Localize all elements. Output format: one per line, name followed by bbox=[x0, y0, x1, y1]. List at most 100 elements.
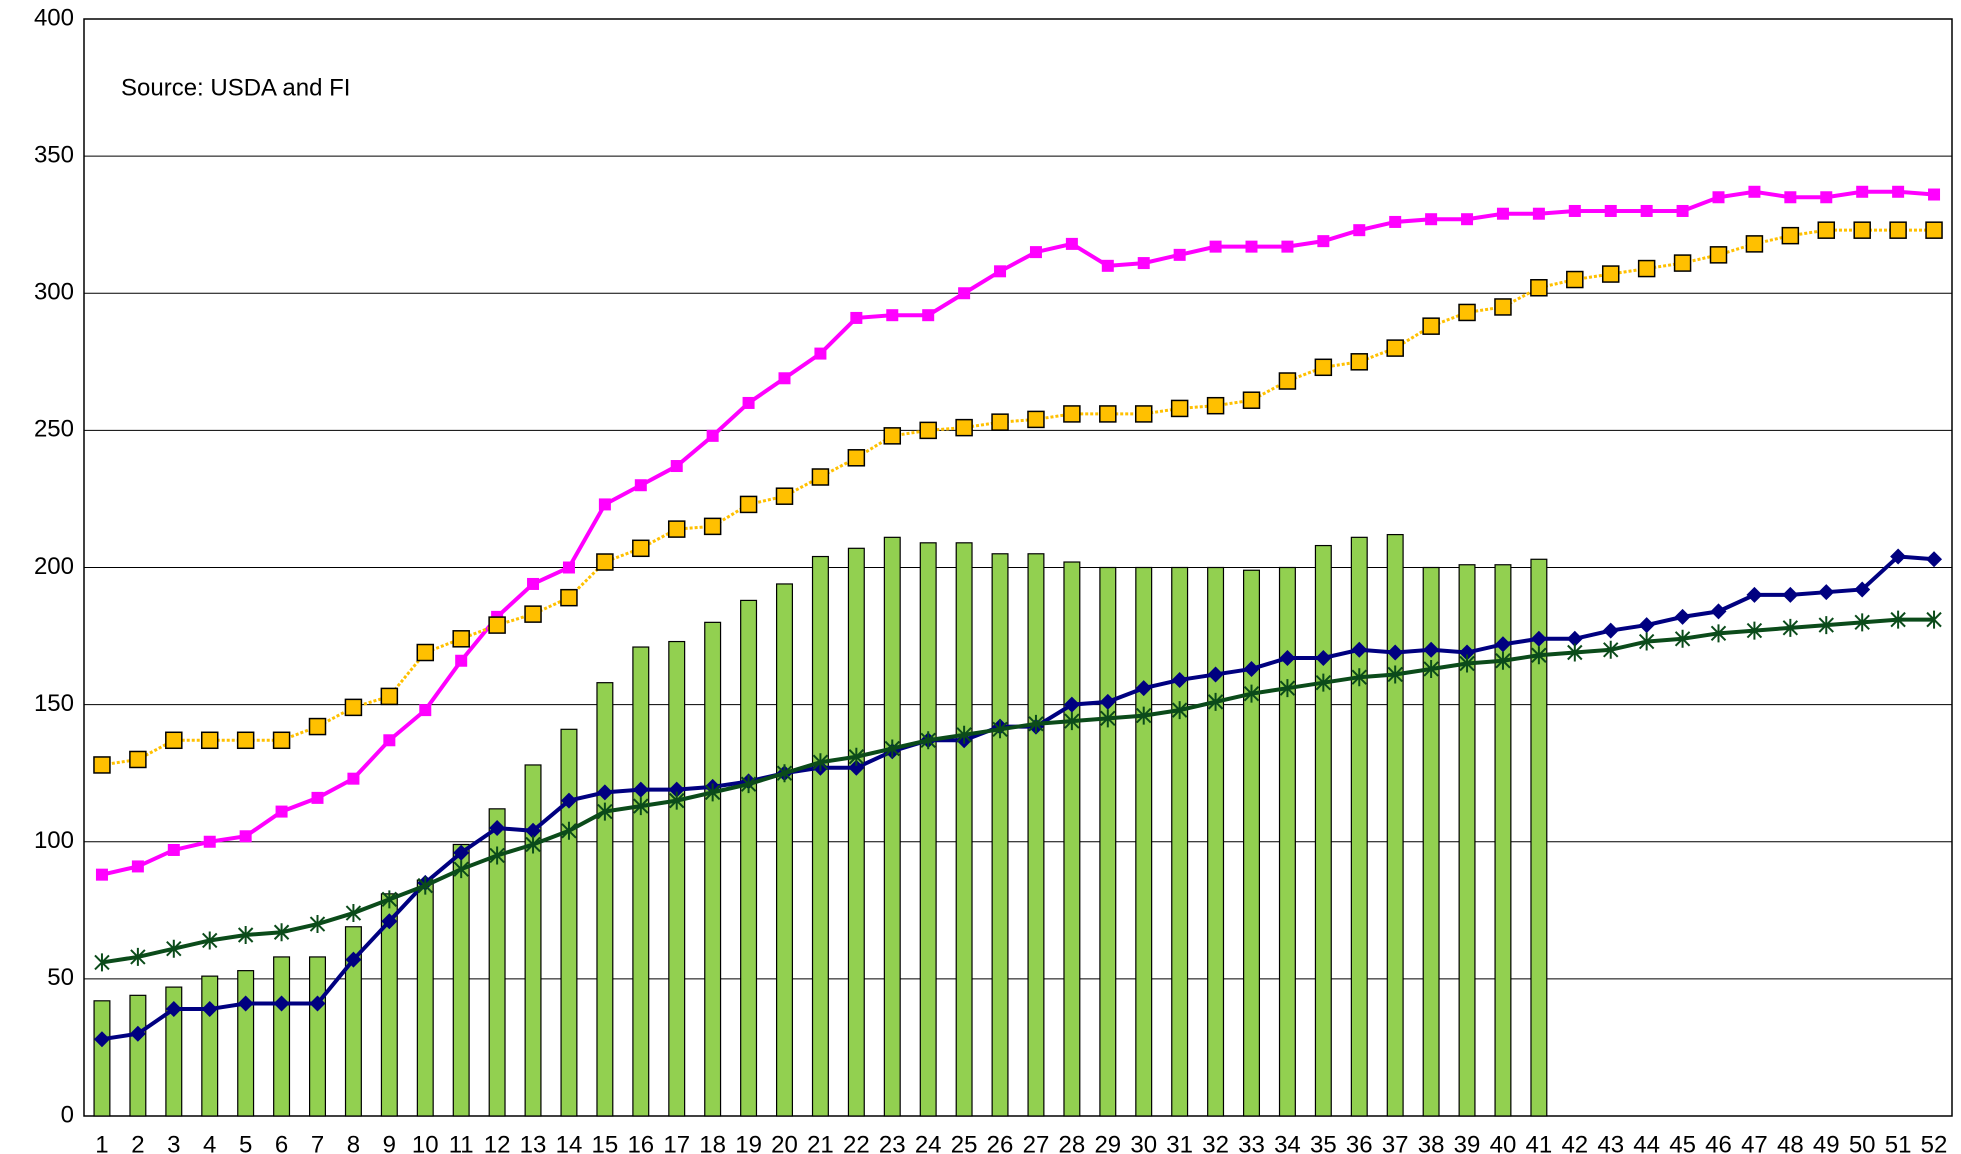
marker bbox=[1532, 207, 1545, 220]
marker bbox=[776, 764, 793, 783]
y-tick-label: 300 bbox=[34, 279, 74, 306]
marker bbox=[309, 995, 326, 1012]
bar bbox=[524, 764, 542, 1117]
x-tick-label: 36 bbox=[1346, 1131, 1373, 1154]
bar bbox=[632, 646, 650, 1117]
marker bbox=[883, 427, 902, 445]
marker bbox=[1317, 235, 1330, 248]
marker bbox=[632, 539, 650, 558]
marker bbox=[1353, 224, 1366, 237]
marker bbox=[992, 720, 1008, 739]
marker bbox=[1817, 221, 1836, 239]
marker bbox=[1314, 358, 1333, 377]
marker bbox=[1461, 213, 1474, 226]
marker bbox=[1064, 712, 1080, 731]
marker bbox=[273, 923, 290, 942]
marker bbox=[561, 821, 577, 840]
bar bbox=[1494, 564, 1512, 1117]
x-tick-label: 40 bbox=[1490, 1131, 1517, 1154]
x-tick-label: 14 bbox=[556, 1131, 583, 1154]
x-tick-label: 45 bbox=[1669, 1131, 1696, 1154]
marker bbox=[1028, 714, 1044, 733]
marker bbox=[739, 495, 758, 514]
marker bbox=[167, 843, 180, 856]
x-tick-label: 35 bbox=[1310, 1131, 1337, 1154]
marker bbox=[239, 830, 252, 843]
marker bbox=[742, 396, 755, 409]
x-tick-label: 49 bbox=[1813, 1131, 1840, 1154]
x-tick-label: 50 bbox=[1849, 1131, 1876, 1154]
marker bbox=[596, 553, 614, 571]
marker bbox=[1602, 622, 1619, 639]
marker bbox=[381, 890, 398, 909]
x-tick-label: 27 bbox=[1023, 1131, 1050, 1154]
bar bbox=[1422, 566, 1440, 1117]
marker bbox=[991, 413, 1009, 431]
marker bbox=[416, 643, 435, 662]
marker bbox=[1673, 254, 1692, 272]
marker bbox=[1279, 679, 1296, 698]
marker bbox=[1173, 248, 1186, 261]
marker bbox=[1818, 584, 1835, 601]
x-tick-label: 31 bbox=[1166, 1131, 1193, 1154]
marker bbox=[1350, 353, 1369, 371]
marker bbox=[489, 846, 505, 865]
x-tick-label: 24 bbox=[915, 1131, 942, 1154]
x-tick-label: 26 bbox=[987, 1131, 1014, 1154]
marker bbox=[1207, 666, 1224, 683]
marker bbox=[166, 939, 182, 958]
marker bbox=[1281, 240, 1294, 253]
marker bbox=[1782, 586, 1799, 603]
x-tick-label: 39 bbox=[1454, 1131, 1481, 1154]
marker bbox=[1712, 191, 1725, 204]
x-tick-label: 13 bbox=[520, 1131, 547, 1154]
marker bbox=[1389, 215, 1402, 228]
bar bbox=[919, 542, 937, 1117]
marker bbox=[165, 731, 183, 750]
marker bbox=[919, 421, 937, 440]
marker bbox=[1926, 551, 1943, 568]
marker bbox=[886, 309, 899, 322]
marker bbox=[740, 775, 757, 794]
bar bbox=[1063, 561, 1081, 1117]
marker bbox=[703, 517, 722, 536]
marker bbox=[1243, 684, 1260, 703]
marker bbox=[452, 630, 470, 648]
y-tick-label: 350 bbox=[34, 141, 74, 168]
marker bbox=[1781, 226, 1800, 245]
marker bbox=[130, 947, 146, 966]
bar bbox=[308, 956, 327, 1117]
marker bbox=[1494, 636, 1511, 653]
bar bbox=[93, 1000, 111, 1117]
bar bbox=[1314, 544, 1332, 1117]
marker bbox=[1315, 673, 1332, 692]
marker bbox=[1603, 640, 1619, 659]
marker bbox=[1171, 701, 1188, 720]
x-tick-label: 4 bbox=[203, 1131, 216, 1154]
y-tick-label: 200 bbox=[34, 553, 74, 580]
marker bbox=[1637, 259, 1656, 278]
bar bbox=[452, 843, 470, 1117]
series-line bbox=[101, 189, 1935, 877]
marker bbox=[958, 287, 971, 300]
marker bbox=[453, 844, 470, 861]
marker bbox=[1496, 207, 1509, 220]
marker bbox=[1567, 643, 1583, 662]
marker bbox=[1137, 257, 1150, 270]
bar bbox=[560, 728, 578, 1117]
marker bbox=[1890, 610, 1906, 629]
marker bbox=[632, 781, 649, 798]
x-tick-label: 41 bbox=[1526, 1131, 1553, 1154]
marker bbox=[667, 520, 686, 538]
y-tick-label: 100 bbox=[34, 827, 74, 854]
x-tick-label: 30 bbox=[1130, 1131, 1157, 1154]
marker bbox=[668, 781, 685, 798]
marker bbox=[633, 797, 649, 816]
marker bbox=[1784, 191, 1797, 204]
marker bbox=[237, 925, 254, 944]
marker bbox=[203, 835, 216, 848]
bar bbox=[1350, 536, 1368, 1117]
marker bbox=[524, 605, 542, 623]
marker bbox=[1818, 616, 1834, 635]
marker bbox=[1425, 213, 1438, 226]
